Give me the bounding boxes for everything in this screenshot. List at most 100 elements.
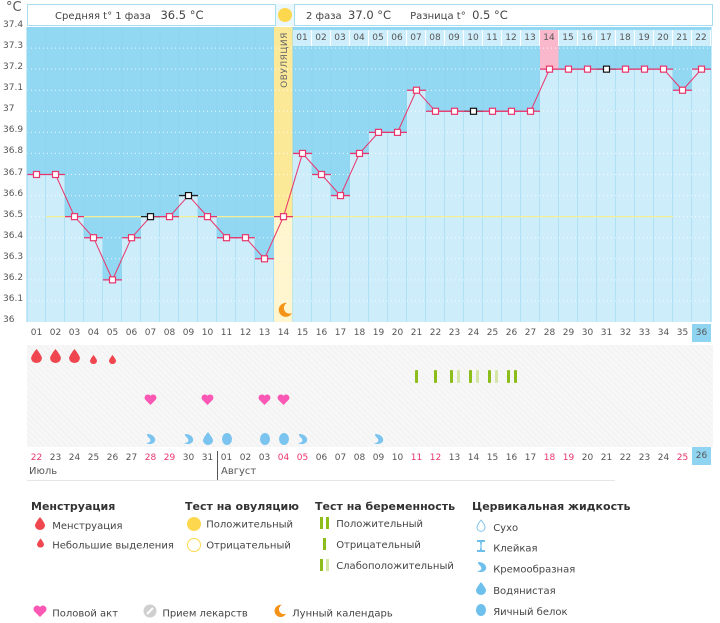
heart-icon[interactable] xyxy=(274,390,293,409)
calendar-date[interactable]: 18 xyxy=(543,453,556,463)
cycle-day-number[interactable]: 36 xyxy=(692,324,711,342)
top-day-number[interactable]: 13 xyxy=(521,30,540,46)
top-day-number[interactable]: 21 xyxy=(673,30,692,46)
top-day-number[interactable]: 05 xyxy=(369,30,388,46)
top-day-number[interactable]: 11 xyxy=(483,30,502,46)
cervical-eggwhite-icon[interactable] xyxy=(274,430,293,449)
calendar-date[interactable]: 24 xyxy=(657,453,670,463)
cycle-day-number[interactable]: 28 xyxy=(543,328,556,338)
calendar-date[interactable]: 20 xyxy=(581,453,594,463)
temperature-point[interactable] xyxy=(260,255,269,263)
top-day-number[interactable]: 03 xyxy=(331,30,350,46)
calendar-date[interactable]: 11 xyxy=(410,453,423,463)
temperature-point[interactable] xyxy=(545,65,554,73)
menstruation-heavy-icon[interactable] xyxy=(27,348,46,367)
temperature-point[interactable] xyxy=(165,213,174,221)
calendar-date[interactable]: 15 xyxy=(486,453,499,463)
pregnancy-test-weak-icon[interactable] xyxy=(464,368,483,383)
temperature-point[interactable] xyxy=(241,234,250,242)
calendar-date[interactable]: 21 xyxy=(600,453,613,463)
cycle-day-number[interactable]: 13 xyxy=(258,328,271,338)
heart-icon[interactable] xyxy=(198,390,217,409)
temperature-point[interactable] xyxy=(32,170,41,179)
cycle-day-number[interactable]: 16 xyxy=(315,328,328,338)
temperature-point[interactable] xyxy=(70,213,79,221)
calendar-date[interactable]: 30 xyxy=(182,453,195,463)
temperature-point[interactable] xyxy=(583,65,592,73)
calendar-date[interactable]: 03 xyxy=(258,453,271,463)
calendar-date[interactable]: 04 xyxy=(277,453,290,463)
top-day-number[interactable]: 19 xyxy=(635,30,654,46)
calendar-date[interactable]: 05 xyxy=(296,453,309,463)
temperature-point[interactable] xyxy=(203,213,212,221)
temperature-point[interactable] xyxy=(488,107,497,115)
cycle-day-number[interactable]: 07 xyxy=(144,328,157,338)
temperature-point[interactable] xyxy=(374,128,383,136)
cycle-day-number[interactable]: 05 xyxy=(106,328,119,338)
heart-icon[interactable] xyxy=(141,390,160,409)
top-day-number[interactable]: 22 xyxy=(692,30,711,46)
top-day-number[interactable]: 14 xyxy=(540,30,559,46)
cycle-day-number[interactable]: 34 xyxy=(657,328,670,338)
temperature-point[interactable] xyxy=(412,86,421,94)
pregnancy-test-weak-icon[interactable] xyxy=(483,368,502,383)
temperature-point[interactable] xyxy=(336,191,345,200)
top-day-number[interactable]: 18 xyxy=(616,30,635,46)
temperature-point[interactable] xyxy=(469,107,478,115)
top-day-number[interactable]: 17 xyxy=(597,30,616,46)
cycle-day-number[interactable]: 26 xyxy=(505,328,518,338)
calendar-date[interactable]: 25 xyxy=(87,453,100,463)
cycle-day-number[interactable]: 08 xyxy=(163,328,176,338)
calendar-date[interactable]: 22 xyxy=(30,453,43,463)
cycle-day-number[interactable]: 06 xyxy=(125,328,138,338)
calendar-date[interactable]: 13 xyxy=(448,453,461,463)
calendar-date[interactable]: 10 xyxy=(391,453,404,463)
cycle-day-number[interactable]: 27 xyxy=(524,328,537,338)
ovulation-positive-icon[interactable] xyxy=(278,8,292,22)
top-day-number[interactable]: 16 xyxy=(578,30,597,46)
menstruation-light-icon[interactable] xyxy=(103,350,122,369)
cycle-day-number[interactable]: 30 xyxy=(581,328,594,338)
calendar-date[interactable]: 08 xyxy=(353,453,366,463)
cervical-eggwhite-icon[interactable] xyxy=(217,430,236,449)
cycle-day-number[interactable]: 31 xyxy=(600,328,613,338)
temperature-point[interactable] xyxy=(621,65,630,73)
cycle-day-number[interactable]: 25 xyxy=(486,328,499,338)
temperature-point[interactable] xyxy=(431,107,440,115)
cycle-day-number[interactable]: 04 xyxy=(87,328,100,338)
calendar-date[interactable]: 29 xyxy=(163,453,176,463)
top-day-number[interactable]: 06 xyxy=(388,30,407,46)
temperature-point[interactable] xyxy=(602,65,611,73)
temperature-point[interactable] xyxy=(184,191,193,200)
calendar-date[interactable]: 17 xyxy=(524,453,537,463)
temperature-point[interactable] xyxy=(659,65,668,73)
cycle-day-number[interactable]: 35 xyxy=(676,328,689,338)
cycle-day-number[interactable]: 19 xyxy=(372,328,385,338)
cycle-day-number[interactable]: 22 xyxy=(429,328,442,338)
temperature-point[interactable] xyxy=(51,170,60,179)
top-day-number[interactable]: 12 xyxy=(502,30,521,46)
temperature-point[interactable] xyxy=(450,107,459,115)
calendar-date[interactable]: 06 xyxy=(315,453,328,463)
cycle-day-number[interactable]: 12 xyxy=(239,328,252,338)
calendar-date[interactable]: 14 xyxy=(467,453,480,463)
temperature-point[interactable] xyxy=(507,107,516,115)
calendar-date[interactable]: 02 xyxy=(239,453,252,463)
heart-icon[interactable] xyxy=(255,390,274,409)
cervical-creamy-icon[interactable] xyxy=(179,430,198,449)
cycle-day-number[interactable]: 18 xyxy=(353,328,366,338)
temperature-point[interactable] xyxy=(564,65,573,73)
cycle-day-number[interactable]: 09 xyxy=(182,328,195,338)
cycle-day-number[interactable]: 03 xyxy=(68,328,81,338)
temperature-point[interactable] xyxy=(298,149,307,158)
calendar-date[interactable]: 26 xyxy=(692,447,711,465)
calendar-date[interactable]: 28 xyxy=(144,453,157,463)
menstruation-heavy-icon[interactable] xyxy=(46,348,65,367)
calendar-date[interactable]: 23 xyxy=(638,453,651,463)
moon-icon[interactable] xyxy=(277,302,293,318)
top-day-number[interactable]: 20 xyxy=(654,30,673,46)
calendar-date[interactable]: 22 xyxy=(619,453,632,463)
temperature-point[interactable] xyxy=(640,65,649,73)
temperature-point[interactable] xyxy=(393,128,402,136)
cycle-day-number[interactable]: 20 xyxy=(391,328,404,338)
